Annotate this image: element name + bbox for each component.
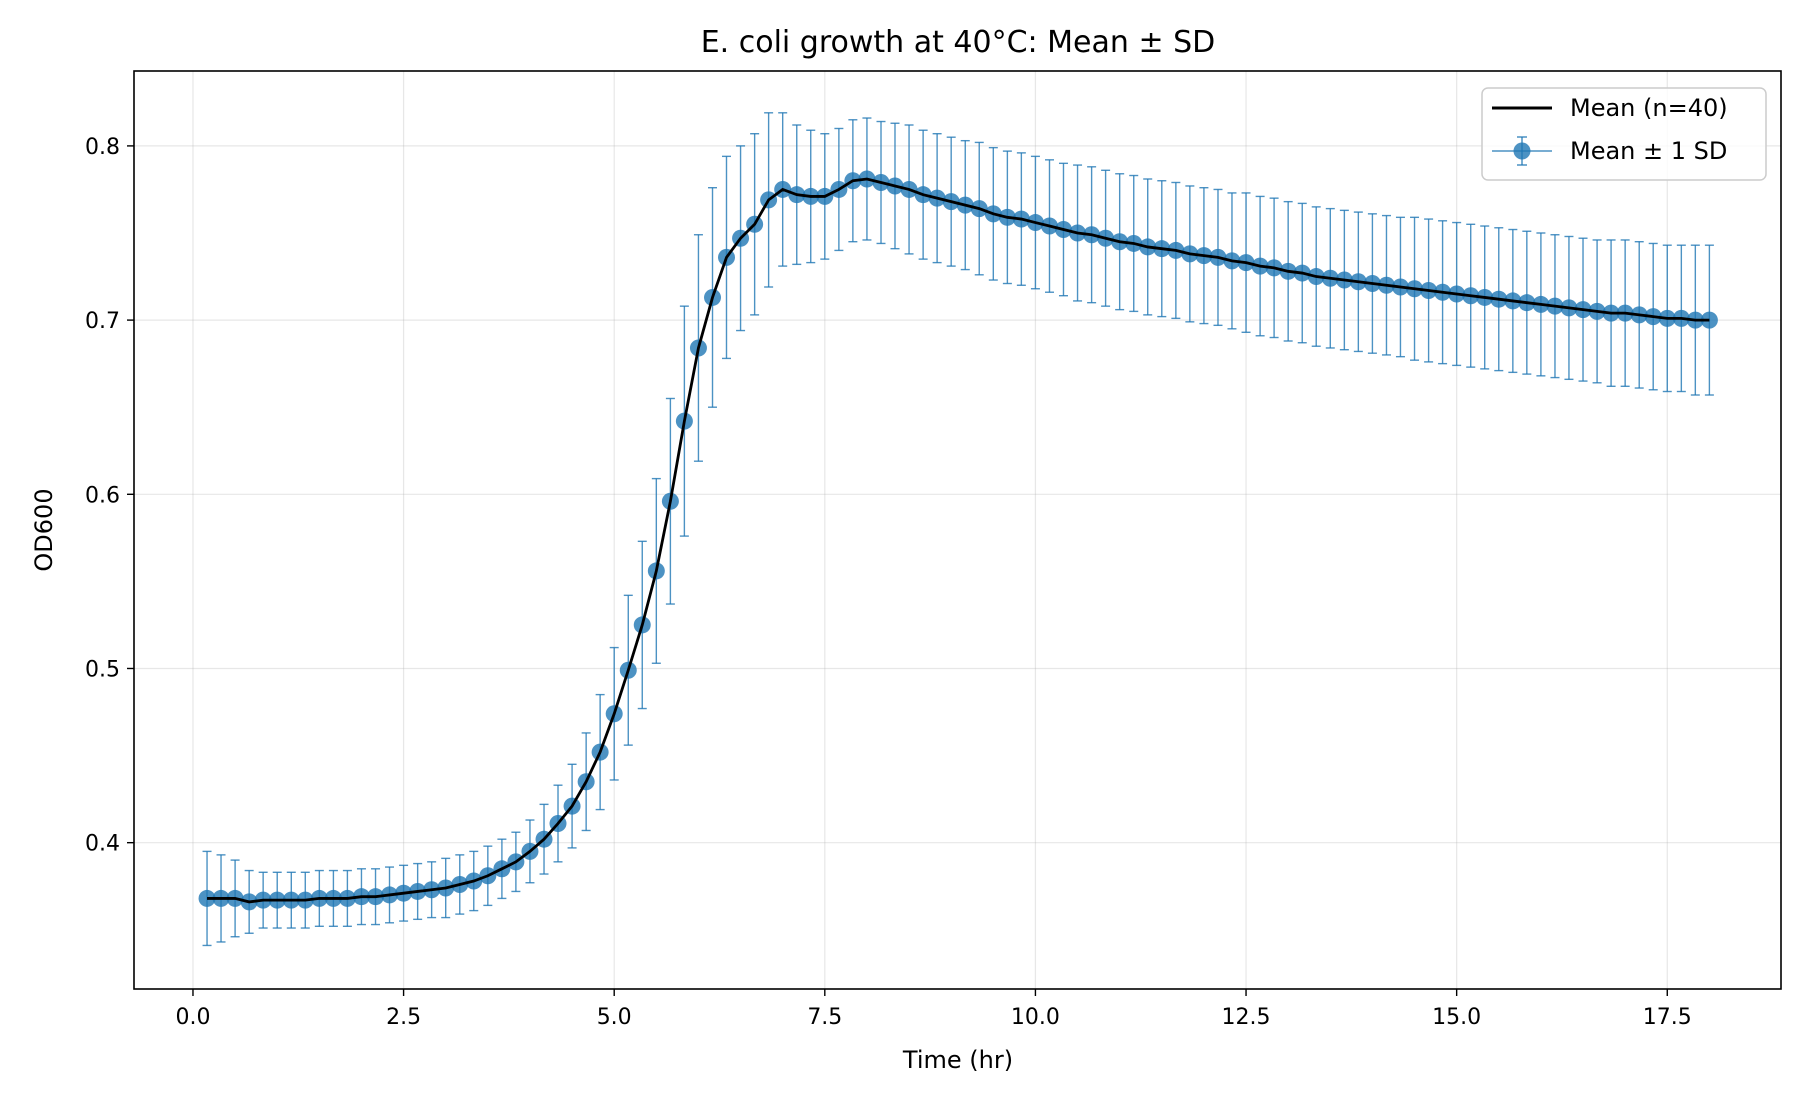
x-tick-label: 15.0: [1432, 1005, 1481, 1030]
x-tick-label: 7.5: [807, 1005, 842, 1030]
y-axis-label: OD600: [30, 488, 58, 571]
y-tick-label: 0.6: [85, 483, 120, 508]
x-tick-label: 2.5: [386, 1005, 421, 1030]
y-ticks: 0.4 0.5 0.6 0.7 0.8: [85, 135, 134, 857]
legend: Mean (n=40) Mean ± 1 SD: [1481, 87, 1767, 181]
x-tick-label: 5.0: [597, 1005, 632, 1030]
legend-mean-label: Mean (n=40): [1570, 94, 1728, 122]
x-tick-label: 12.5: [1222, 1005, 1271, 1030]
grid: [134, 71, 1781, 989]
legend-sd-label: Mean ± 1 SD: [1570, 137, 1727, 165]
legend-sd-marker-swatch: [1513, 142, 1531, 160]
data-point: [1700, 311, 1718, 329]
y-tick-label: 0.8: [85, 135, 120, 160]
y-tick-label: 0.4: [85, 832, 120, 857]
x-tick-label: 10.0: [1011, 1005, 1060, 1030]
legend-box: [1481, 87, 1767, 181]
plot-frame: [133, 70, 1782, 990]
x-ticks: 0.0 2.5 5.0 7.5 10.0 12.5 15.0 17.5: [175, 989, 1692, 1030]
chart-title: E. coli growth at 40°C: Mean ± SD: [701, 25, 1216, 60]
x-tick-label: 17.5: [1643, 1005, 1692, 1030]
mean-line: [207, 177, 1710, 904]
y-tick-label: 0.5: [85, 657, 120, 682]
x-tick-label: 0.0: [175, 1005, 210, 1030]
y-tick-label: 0.7: [85, 309, 120, 334]
x-axis-label: Time (hr): [902, 1046, 1013, 1074]
